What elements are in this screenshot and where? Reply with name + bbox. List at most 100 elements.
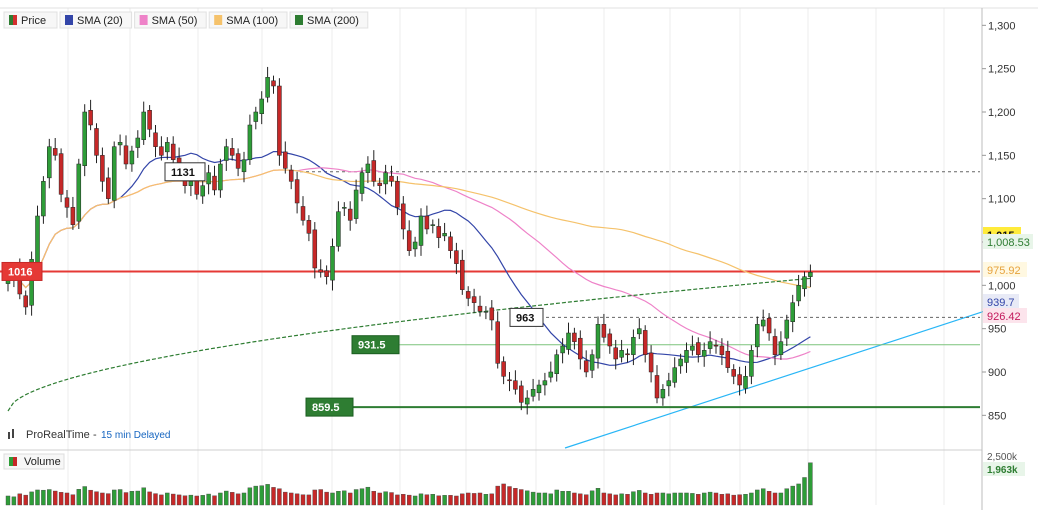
legend-item-sma-20[interactable]: SMA (20) bbox=[59, 11, 133, 29]
volume-bar bbox=[424, 494, 430, 506]
candle bbox=[460, 249, 465, 295]
volume-legend[interactable]: Volume bbox=[3, 453, 65, 470]
candle-body bbox=[100, 155, 105, 182]
y-tick-label: 1,200 bbox=[988, 107, 1016, 119]
candle-body bbox=[524, 397, 530, 405]
volume-bar bbox=[359, 488, 365, 506]
legend-item-sma-100-bg bbox=[208, 11, 288, 29]
volume-bars bbox=[5, 462, 813, 506]
candle bbox=[784, 314, 790, 346]
candle-body bbox=[595, 324, 601, 359]
candle-body bbox=[271, 80, 276, 87]
candle bbox=[660, 384, 666, 406]
candle-body bbox=[713, 344, 719, 347]
volume-bar bbox=[123, 492, 129, 506]
candle bbox=[41, 176, 46, 224]
volume-axis-top: 2,500k bbox=[987, 452, 1018, 463]
volume-bar bbox=[212, 495, 217, 506]
candle bbox=[377, 177, 382, 194]
candle bbox=[430, 219, 436, 234]
candle-body bbox=[477, 305, 483, 312]
candle bbox=[601, 313, 607, 343]
volume-bar bbox=[47, 489, 52, 506]
volume-bar bbox=[808, 462, 813, 506]
volume-bar bbox=[430, 494, 435, 506]
volume-bar bbox=[507, 486, 512, 506]
candle bbox=[229, 138, 235, 161]
candle-body bbox=[212, 175, 217, 191]
candle bbox=[94, 123, 99, 164]
volume-bar bbox=[64, 492, 70, 506]
volume-bar bbox=[170, 493, 176, 506]
volume-bar bbox=[548, 493, 553, 506]
legend-item-sma-100[interactable]: SMA (100) bbox=[208, 11, 288, 29]
volume-bar bbox=[265, 484, 270, 506]
candle-body bbox=[76, 163, 82, 222]
volume-bar bbox=[566, 491, 571, 506]
legend-item-sma-200[interactable]: SMA (200) bbox=[289, 11, 369, 29]
candle bbox=[106, 167, 111, 204]
volume-bar bbox=[35, 489, 40, 506]
volume-bar bbox=[802, 477, 807, 506]
volume-bar bbox=[23, 494, 28, 506]
volume-bar bbox=[702, 492, 707, 506]
candle-body bbox=[613, 347, 618, 360]
legend-swatch bbox=[9, 15, 13, 25]
candle-body bbox=[312, 229, 318, 269]
candle-body bbox=[631, 337, 636, 355]
trendline bbox=[564, 310, 985, 449]
candle-body bbox=[224, 146, 229, 161]
volume-bar bbox=[241, 492, 247, 506]
candle bbox=[23, 290, 28, 315]
candle-body bbox=[265, 77, 270, 98]
candle-body bbox=[129, 150, 135, 165]
trendline-layer bbox=[564, 310, 985, 449]
candle-body bbox=[625, 353, 630, 356]
price-label-bg bbox=[983, 294, 1019, 309]
volume-bar bbox=[654, 492, 660, 506]
volume-last-badge: 1,963k bbox=[983, 462, 1025, 476]
level-label-931-5: 931.5 bbox=[351, 335, 400, 355]
candle bbox=[471, 288, 477, 314]
volume-bar bbox=[442, 495, 447, 506]
volume-bar bbox=[690, 493, 695, 506]
volume-bar bbox=[88, 489, 93, 506]
legend-item-price-label: Price bbox=[21, 15, 46, 27]
candle bbox=[82, 104, 87, 177]
volume-bar bbox=[684, 492, 689, 506]
candle-body bbox=[418, 215, 424, 246]
candle bbox=[353, 179, 359, 224]
volume-bar bbox=[312, 489, 317, 506]
candle-body bbox=[235, 153, 241, 169]
candle bbox=[648, 345, 654, 383]
candle-body bbox=[796, 285, 801, 302]
candle bbox=[454, 242, 459, 275]
volume-bar bbox=[247, 487, 253, 506]
volume-bar bbox=[554, 489, 559, 506]
watermark: ProRealTime - 15 min Delayed bbox=[8, 429, 170, 441]
candle-body bbox=[35, 215, 40, 264]
volume-bar bbox=[206, 493, 211, 506]
volume-bar bbox=[229, 492, 235, 506]
candle-body bbox=[460, 259, 465, 290]
candle bbox=[224, 138, 229, 171]
legend-swatch bbox=[13, 15, 17, 25]
volume-bar bbox=[117, 489, 123, 506]
volume-bar bbox=[253, 485, 259, 506]
candle bbox=[625, 348, 630, 363]
candle-body bbox=[678, 358, 683, 367]
candle bbox=[690, 335, 695, 356]
candle-body bbox=[330, 246, 335, 281]
volume-bar bbox=[324, 491, 329, 506]
candle bbox=[412, 236, 418, 257]
volume-bar bbox=[218, 492, 223, 506]
legend-item-sma-50[interactable]: SMA (50) bbox=[134, 11, 207, 29]
volume-bar bbox=[436, 495, 441, 506]
candle bbox=[637, 318, 642, 340]
candle-body bbox=[406, 230, 412, 251]
legend-item-price[interactable]: Price bbox=[3, 11, 58, 29]
y-tick-label: 900 bbox=[988, 367, 1006, 379]
candle-body bbox=[760, 319, 766, 327]
legend-item-sma-50-label: SMA (50) bbox=[152, 15, 198, 27]
